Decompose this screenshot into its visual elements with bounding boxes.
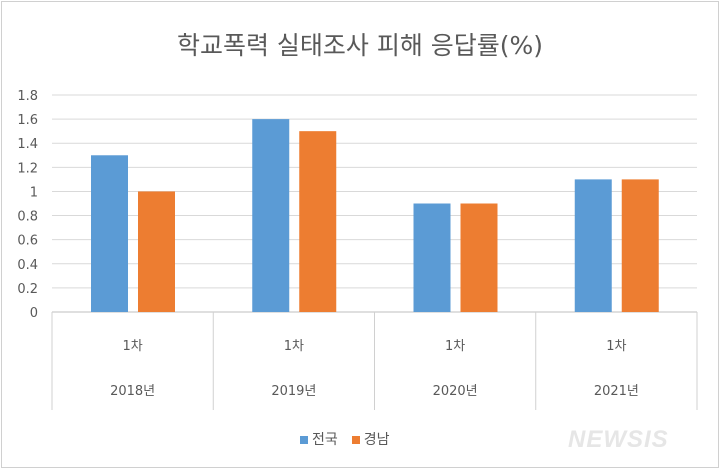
y-tick-label: 0.4 — [17, 258, 38, 273]
y-tick-label: 1 — [30, 185, 38, 200]
category-group-label: 2021년 — [594, 384, 639, 399]
bar-전국-2021년 — [574, 179, 612, 312]
legend-item-series-0: 전국 — [300, 429, 338, 449]
legend-label: 전국 — [312, 432, 338, 448]
legend-swatch-icon — [351, 436, 360, 444]
newsis-watermark-logo: NEWSIS — [568, 426, 669, 453]
legend-swatch-icon — [300, 436, 308, 444]
bar-전국-2018년 — [91, 155, 128, 312]
y-tick-label: 0.2 — [17, 282, 38, 297]
legend: 전국 경남 — [300, 429, 390, 449]
y-tick-label: 1.6 — [17, 113, 38, 128]
bar-경남-2021년 — [621, 179, 659, 312]
bar-경남-2020년 — [460, 203, 498, 312]
category-sub-label: 1차 — [606, 339, 626, 354]
category-sub-label: 1차 — [284, 339, 304, 354]
bar-전국-2020년 — [413, 203, 451, 312]
y-tick-label: 0.8 — [17, 210, 38, 225]
y-tick-label: 0.6 — [17, 234, 38, 249]
category-sub-label: 1차 — [123, 339, 143, 354]
y-tick-label: 1.8 — [17, 89, 38, 104]
y-tick-label: 1.2 — [17, 161, 38, 176]
bar-전국-2019년 — [252, 119, 290, 312]
legend-label: 경남 — [363, 432, 390, 448]
bar-경남-2018년 — [138, 191, 175, 312]
y-tick-label: 0 — [30, 306, 38, 321]
legend-item-series-1: 경남 — [351, 429, 390, 449]
chart-title: 학교폭력 실태조사 피해 응답률(%) — [176, 31, 544, 60]
y-tick-label: 1.4 — [17, 137, 38, 152]
bar-경남-2019년 — [299, 131, 337, 312]
category-group-label: 2018년 — [110, 384, 155, 399]
category-group-label: 2019년 — [271, 384, 316, 399]
category-group-label: 2020년 — [433, 384, 478, 399]
category-sub-label: 1차 — [445, 339, 465, 354]
